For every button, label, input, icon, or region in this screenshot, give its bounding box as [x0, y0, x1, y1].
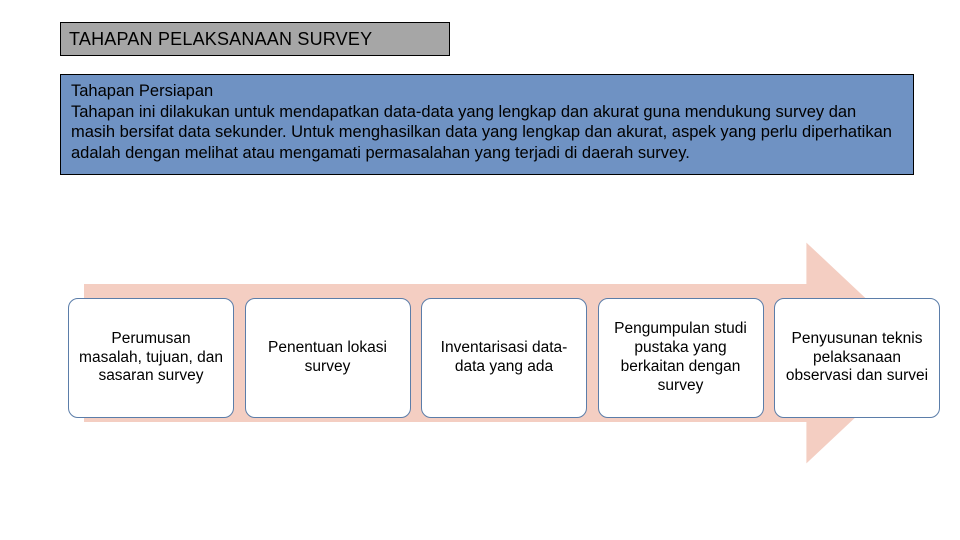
step-box: Perumusan masalah, tujuan, dan sasaran s…	[68, 298, 234, 418]
steps-row: Perumusan masalah, tujuan, dan sasaran s…	[68, 298, 940, 418]
description-body: Tahapan ini dilakukan untuk mendapatkan …	[71, 103, 892, 162]
step-label: Perumusan masalah, tujuan, dan sasaran s…	[79, 330, 223, 387]
step-label: Inventarisasi data-data yang ada	[432, 339, 576, 377]
step-box: Inventarisasi data-data yang ada	[421, 298, 587, 418]
step-box: Penentuan lokasi survey	[245, 298, 411, 418]
slide-title: TAHAPAN PELAKSANAAN SURVEY	[60, 22, 450, 56]
step-box: Pengumpulan studi pustaka yang berkaitan…	[598, 298, 764, 418]
step-label: Penyusunan teknis pelaksanaan observasi …	[785, 330, 929, 387]
step-label: Pengumpulan studi pustaka yang berkaitan…	[609, 320, 753, 396]
description-box: Tahapan Persiapan Tahapan ini dilakukan …	[60, 74, 914, 175]
step-box: Penyusunan teknis pelaksanaan observasi …	[774, 298, 940, 418]
description-heading: Tahapan Persiapan	[71, 81, 903, 102]
step-label: Penentuan lokasi survey	[256, 339, 400, 377]
